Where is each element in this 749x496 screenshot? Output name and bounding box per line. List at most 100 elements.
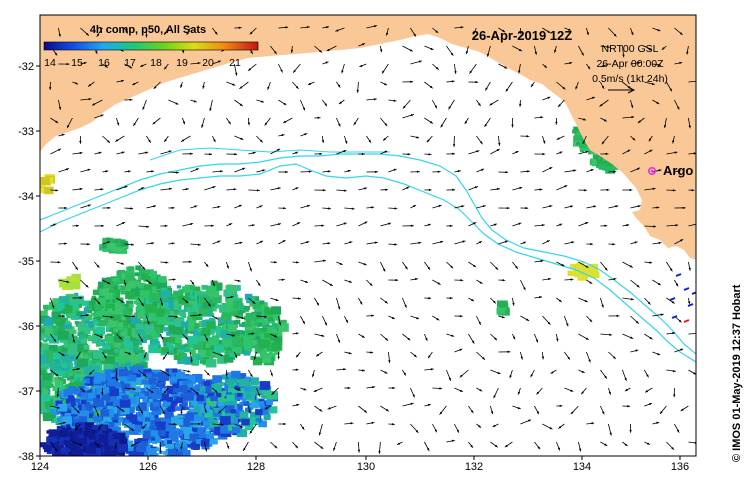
current-vector	[212, 387, 218, 394]
sst-pixel	[126, 300, 134, 307]
current-vector-head	[437, 170, 440, 173]
current-vector	[688, 223, 696, 227]
current-vector-head	[297, 222, 300, 225]
current-vector	[358, 43, 366, 47]
current-vector-head	[304, 133, 307, 136]
sst-pixel	[59, 278, 71, 288]
current-vector-head	[502, 279, 505, 282]
current-vector-head	[430, 368, 433, 371]
current-vector-head	[218, 411, 221, 413]
sst-pixel	[179, 311, 186, 317]
sst-pixel	[118, 311, 128, 319]
sst-pixel	[150, 403, 160, 411]
sst-pixel	[84, 402, 93, 409]
sst-pixel	[198, 420, 206, 426]
current-vector-head	[66, 168, 68, 171]
sst-pixel	[145, 270, 150, 275]
current-vector-head	[258, 393, 261, 396]
sst-pixel	[54, 445, 60, 450]
current-vector-head	[290, 49, 293, 52]
sst-pixel	[143, 276, 151, 282]
sst-pixel	[27, 368, 33, 373]
sst-pixel	[67, 312, 73, 317]
current-vector-head	[321, 334, 324, 337]
current-vector-head	[250, 32, 253, 34]
sst-pixel	[130, 355, 140, 363]
current-vector-head	[657, 64, 660, 66]
sst-pixel	[104, 369, 113, 376]
sst-pixel	[77, 422, 86, 429]
sst-pixel	[238, 378, 249, 387]
sst-pixel	[83, 344, 88, 349]
sst-pixel	[139, 336, 147, 344]
current-vector-head	[427, 223, 430, 226]
current-vector-head	[626, 405, 629, 408]
current-vector-head	[414, 278, 417, 280]
current-vector-head	[131, 444, 134, 447]
current-vector-head	[547, 278, 550, 280]
sst-pixel	[76, 455, 86, 456]
current-vector-head	[637, 61, 640, 64]
sst-pixel	[21, 348, 28, 354]
current-vector-head	[316, 302, 319, 305]
sst-pixel	[167, 446, 174, 452]
current-vector-head	[581, 52, 584, 55]
current-vector-head	[237, 388, 240, 391]
current-vector-head	[656, 206, 659, 209]
current-vector-head	[388, 222, 390, 225]
sst-pixel	[205, 430, 210, 435]
sst-pixel	[264, 332, 271, 339]
current-vector-head	[52, 305, 55, 308]
current-vector-head	[555, 121, 558, 124]
current-vector-head	[93, 103, 95, 106]
sst-pixel	[109, 388, 120, 396]
current-vector-head	[601, 304, 604, 307]
sst-pixel	[168, 320, 177, 328]
sst-pixel	[243, 401, 250, 406]
current-vector-head	[479, 389, 482, 392]
current-vector-head	[439, 412, 442, 414]
sst-pixel	[201, 284, 208, 290]
sst-pixel	[83, 453, 94, 456]
current-vector-head	[493, 300, 496, 303]
sst-pixel	[135, 323, 144, 330]
current-vector-head	[226, 265, 229, 268]
current-vector-head	[198, 314, 201, 316]
sst-pixel	[161, 302, 169, 309]
current-vector-head	[465, 51, 468, 53]
current-vector-head	[384, 371, 387, 374]
sst-pixel	[221, 312, 232, 321]
current-vector-head	[308, 170, 311, 173]
coastal-vector	[683, 319, 690, 323]
current-vector-head	[56, 394, 59, 397]
current-vector	[382, 135, 389, 141]
current-vector	[98, 423, 103, 430]
current-vector-head	[658, 241, 661, 244]
current-vector-head	[350, 422, 353, 425]
sst-pixel	[91, 443, 102, 453]
current-vector-head	[209, 108, 212, 110]
sst-pixel	[215, 423, 222, 429]
current-vector-head	[409, 49, 412, 52]
current-vector-head	[107, 206, 110, 209]
current-vector-head	[681, 408, 684, 411]
current-vector-head	[100, 224, 103, 227]
current-vector-head	[485, 87, 488, 90]
sst-pixel	[234, 319, 241, 325]
current-vector-head	[79, 152, 82, 154]
sst-pixel	[86, 300, 93, 306]
sst-pixel	[186, 316, 197, 324]
current-vector-head	[418, 241, 421, 244]
sst-pixel	[220, 382, 225, 386]
current-vector-head	[548, 322, 550, 325]
sst-pixel	[221, 387, 227, 393]
sst-pixel	[233, 346, 243, 354]
sst-pixel	[153, 434, 159, 438]
sst-pixel	[59, 296, 70, 305]
sst-pixel	[51, 417, 58, 423]
sst-pixel	[161, 318, 169, 325]
y-tick-label: -35	[18, 256, 34, 268]
current-vector	[490, 223, 498, 227]
current-vector	[212, 315, 219, 320]
current-vector-head	[413, 33, 416, 36]
